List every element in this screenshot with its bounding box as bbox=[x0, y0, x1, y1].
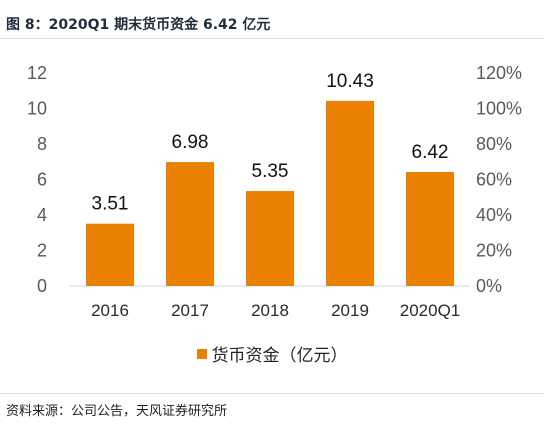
y-tick-label: 4 bbox=[37, 205, 47, 225]
secondary-y-tick-label: 20% bbox=[476, 241, 512, 261]
y-tick-label: 6 bbox=[37, 170, 47, 190]
x-tick-label: 2017 bbox=[171, 301, 209, 320]
secondary-y-tick-label: 60% bbox=[476, 170, 512, 190]
data-label: 6.42 bbox=[412, 142, 449, 163]
secondary-y-tick-label: 0% bbox=[476, 276, 502, 296]
legend-label: 货币资金（亿元） bbox=[211, 346, 348, 366]
secondary-y-axis-ticks: 0% 20% 40% 60% 80% 100% 120% bbox=[476, 63, 522, 296]
bar bbox=[86, 223, 134, 286]
source-note: 资料来源：公司公告，天风证券研究所 bbox=[6, 404, 228, 419]
x-tick-label: 2016 bbox=[91, 301, 129, 320]
figure-title: 图 8：2020Q1 期末货币资金 6.42 亿元 bbox=[6, 17, 271, 33]
secondary-y-tick-label: 120% bbox=[476, 63, 522, 83]
secondary-y-tick-label: 80% bbox=[476, 134, 512, 154]
y-tick-label: 8 bbox=[37, 134, 47, 154]
data-label: 6.98 bbox=[172, 132, 209, 153]
data-label: 5.35 bbox=[252, 161, 289, 182]
secondary-y-tick-label: 100% bbox=[476, 99, 522, 119]
y-axis-ticks: 0 2 4 6 8 10 12 bbox=[27, 63, 47, 296]
bar bbox=[406, 172, 454, 286]
bars bbox=[86, 100, 454, 287]
data-label: 10.43 bbox=[326, 71, 374, 92]
bar bbox=[326, 100, 374, 287]
title-divider bbox=[0, 38, 544, 39]
data-label: 3.51 bbox=[92, 194, 129, 215]
secondary-y-tick-label: 40% bbox=[476, 205, 512, 225]
x-tick-label: 2020Q1 bbox=[400, 301, 461, 320]
y-tick-label: 12 bbox=[27, 63, 47, 83]
x-tick-label: 2019 bbox=[331, 301, 369, 320]
source-divider bbox=[0, 393, 544, 394]
y-tick-label: 0 bbox=[37, 276, 47, 296]
bar bbox=[166, 162, 214, 286]
legend-swatch bbox=[196, 348, 207, 359]
y-tick-label: 2 bbox=[37, 241, 47, 261]
bar bbox=[246, 191, 294, 286]
x-tick-label: 2018 bbox=[251, 301, 289, 320]
y-tick-label: 10 bbox=[27, 99, 47, 119]
x-axis-ticks: 2016 2017 2018 2019 2020Q1 bbox=[91, 301, 460, 320]
data-labels: 3.51 6.98 5.35 10.43 6.42 bbox=[92, 71, 449, 215]
bar-chart: 0 2 4 6 8 10 12 0% 20% 40% 60% 80% 100% 120% 3.51 6.9… bbox=[27, 63, 522, 320]
legend: 货币资金（亿元） bbox=[0, 341, 544, 366]
